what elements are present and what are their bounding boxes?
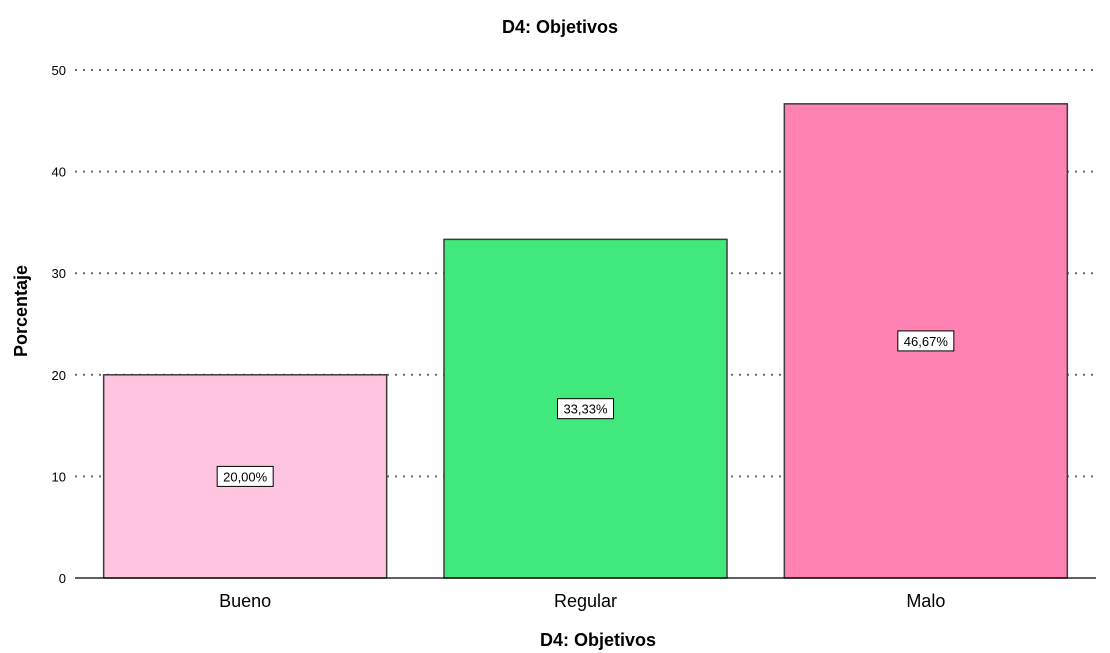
y-tick-label: 10 — [52, 469, 66, 484]
data-label-box — [897, 330, 955, 352]
y-tick-label: 50 — [52, 63, 66, 78]
y-tick-label: 20 — [52, 368, 66, 383]
chart-title: D4: Objetivos — [502, 17, 618, 37]
data-label: 46,67% — [904, 334, 949, 349]
x-axis-ticks: Bueno Regular Malo — [219, 591, 945, 611]
data-label: 33,33% — [563, 402, 608, 417]
y-tick-label: 40 — [52, 165, 66, 180]
x-axis-title: D4: Objetivos — [540, 630, 656, 650]
x-tick-label: Malo — [906, 591, 945, 611]
x-tick-label: Regular — [554, 591, 617, 611]
y-axis-ticks: 0 10 20 30 40 50 — [52, 63, 66, 586]
data-label: 20,00% — [223, 469, 268, 484]
x-tick-label: Bueno — [219, 591, 271, 611]
y-tick-label: 30 — [52, 266, 66, 281]
y-tick-label: 0 — [59, 571, 66, 586]
data-labels: 20,00% 33,33% 46,67% — [216, 330, 955, 487]
data-label-box — [216, 465, 274, 487]
y-axis-title: Porcentaje — [11, 265, 31, 357]
data-label-box — [557, 398, 614, 420]
